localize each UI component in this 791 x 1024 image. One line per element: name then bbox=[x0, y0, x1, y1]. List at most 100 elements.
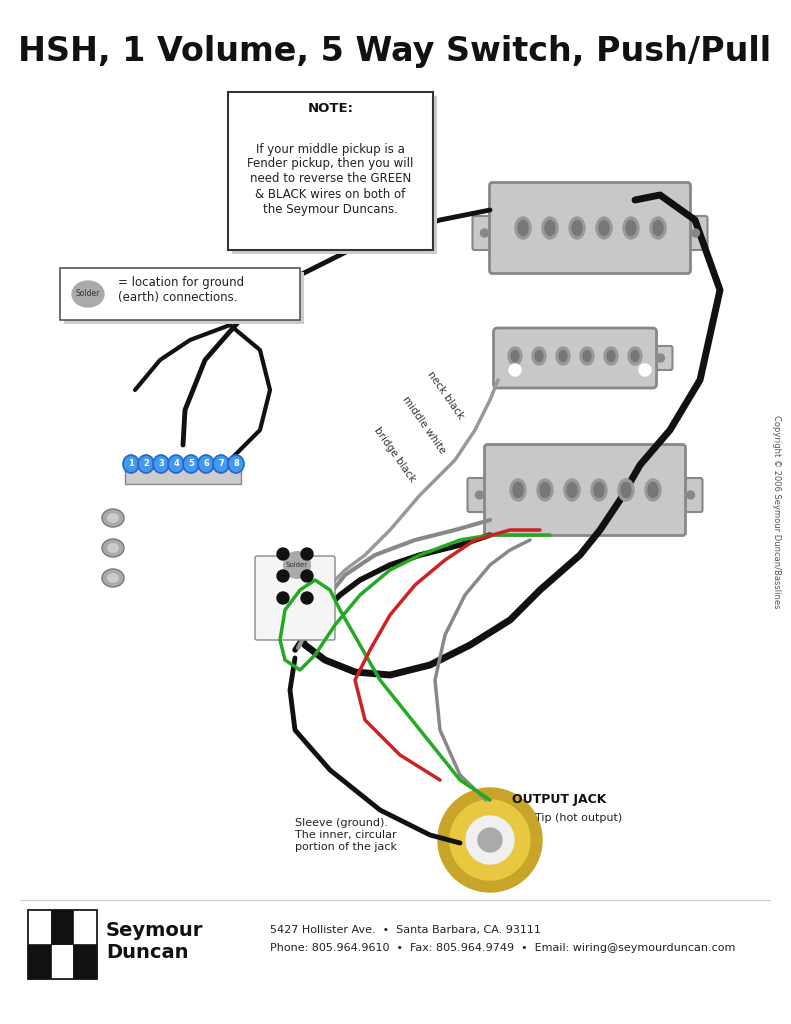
Text: Sleeve (ground).
The inner, circular
portion of the jack: Sleeve (ground). The inner, circular por… bbox=[295, 818, 397, 852]
Ellipse shape bbox=[183, 455, 199, 473]
Ellipse shape bbox=[556, 347, 570, 365]
Ellipse shape bbox=[508, 347, 522, 365]
Ellipse shape bbox=[653, 220, 663, 236]
Circle shape bbox=[301, 570, 313, 582]
FancyBboxPatch shape bbox=[232, 96, 437, 254]
Circle shape bbox=[687, 490, 694, 499]
Ellipse shape bbox=[102, 569, 124, 587]
Text: HSH, 1 Volume, 5 Way Switch, Push/Pull: HSH, 1 Volume, 5 Way Switch, Push/Pull bbox=[18, 36, 771, 69]
Circle shape bbox=[283, 551, 311, 579]
Text: Tip (hot output): Tip (hot output) bbox=[535, 813, 623, 823]
FancyBboxPatch shape bbox=[485, 444, 686, 536]
Text: OUTPUT JACK: OUTPUT JACK bbox=[512, 794, 607, 807]
Ellipse shape bbox=[513, 482, 523, 498]
Ellipse shape bbox=[228, 455, 244, 473]
Ellipse shape bbox=[537, 479, 553, 501]
Circle shape bbox=[301, 548, 313, 560]
Bar bbox=[51, 910, 74, 944]
FancyBboxPatch shape bbox=[64, 272, 304, 324]
Text: 5: 5 bbox=[188, 460, 194, 469]
Ellipse shape bbox=[213, 455, 229, 473]
Circle shape bbox=[277, 548, 289, 560]
FancyBboxPatch shape bbox=[467, 478, 491, 512]
Ellipse shape bbox=[648, 482, 658, 498]
Ellipse shape bbox=[607, 350, 615, 361]
Ellipse shape bbox=[168, 455, 184, 473]
Circle shape bbox=[639, 364, 651, 376]
Circle shape bbox=[475, 490, 483, 499]
FancyBboxPatch shape bbox=[228, 92, 433, 250]
Ellipse shape bbox=[650, 217, 666, 239]
FancyBboxPatch shape bbox=[472, 216, 497, 250]
Bar bbox=[51, 944, 74, 978]
Text: neck black: neck black bbox=[425, 370, 465, 421]
Text: Phone: 805.964.9610  •  Fax: 805.964.9749  •  Email: wiring@seymourduncan.com: Phone: 805.964.9610 • Fax: 805.964.9749 … bbox=[270, 943, 736, 953]
Text: 4: 4 bbox=[173, 460, 179, 469]
FancyBboxPatch shape bbox=[60, 268, 300, 319]
Ellipse shape bbox=[542, 217, 558, 239]
Ellipse shape bbox=[596, 217, 612, 239]
Ellipse shape bbox=[107, 513, 119, 523]
Text: Solder: Solder bbox=[286, 562, 308, 568]
Ellipse shape bbox=[153, 455, 169, 473]
FancyBboxPatch shape bbox=[490, 182, 691, 273]
Ellipse shape bbox=[518, 220, 528, 236]
Ellipse shape bbox=[72, 281, 104, 307]
Ellipse shape bbox=[107, 573, 119, 583]
Ellipse shape bbox=[138, 455, 154, 473]
Circle shape bbox=[450, 800, 530, 880]
Bar bbox=[28, 910, 96, 978]
Circle shape bbox=[657, 354, 664, 362]
Text: If your middle pickup is a
Fender pickup, then you will
need to reverse the GREE: If your middle pickup is a Fender pickup… bbox=[248, 142, 414, 215]
FancyBboxPatch shape bbox=[679, 478, 702, 512]
Bar bbox=[74, 944, 96, 978]
Text: Solder: Solder bbox=[76, 290, 100, 299]
Ellipse shape bbox=[594, 482, 604, 498]
Ellipse shape bbox=[540, 482, 550, 498]
Ellipse shape bbox=[123, 455, 139, 473]
Ellipse shape bbox=[628, 347, 642, 365]
Text: Copyright © 2006 Seymour Duncan/Basslines: Copyright © 2006 Seymour Duncan/Bassline… bbox=[771, 416, 781, 608]
FancyBboxPatch shape bbox=[255, 556, 335, 640]
FancyBboxPatch shape bbox=[494, 328, 657, 388]
FancyBboxPatch shape bbox=[683, 216, 707, 250]
Text: 7: 7 bbox=[218, 460, 224, 469]
Ellipse shape bbox=[621, 482, 631, 498]
Ellipse shape bbox=[626, 220, 636, 236]
Circle shape bbox=[480, 229, 489, 237]
Ellipse shape bbox=[102, 539, 124, 557]
Ellipse shape bbox=[107, 543, 119, 553]
Ellipse shape bbox=[567, 482, 577, 498]
Ellipse shape bbox=[102, 509, 124, 527]
Circle shape bbox=[509, 364, 521, 376]
Ellipse shape bbox=[631, 350, 639, 361]
Ellipse shape bbox=[569, 217, 585, 239]
Ellipse shape bbox=[532, 347, 546, 365]
Text: 8: 8 bbox=[233, 460, 239, 469]
Bar bbox=[28, 944, 51, 978]
Circle shape bbox=[438, 788, 542, 892]
Circle shape bbox=[277, 570, 289, 582]
Ellipse shape bbox=[511, 350, 519, 361]
Bar bbox=[28, 910, 51, 944]
Circle shape bbox=[301, 592, 313, 604]
Ellipse shape bbox=[198, 455, 214, 473]
Ellipse shape bbox=[580, 347, 594, 365]
Ellipse shape bbox=[515, 217, 531, 239]
Text: 1: 1 bbox=[128, 460, 134, 469]
Text: Seymour
Duncan: Seymour Duncan bbox=[106, 922, 203, 963]
Bar bbox=[125, 466, 241, 484]
Ellipse shape bbox=[591, 479, 607, 501]
Bar bbox=[74, 910, 96, 944]
Ellipse shape bbox=[564, 479, 580, 501]
Ellipse shape bbox=[510, 479, 526, 501]
Text: bridge black: bridge black bbox=[372, 426, 418, 484]
Ellipse shape bbox=[599, 220, 609, 236]
Text: middle white: middle white bbox=[400, 394, 447, 456]
Text: 5427 Hollister Ave.  •  Santa Barbara, CA. 93111: 5427 Hollister Ave. • Santa Barbara, CA.… bbox=[270, 925, 541, 935]
Ellipse shape bbox=[583, 350, 591, 361]
Text: NOTE:: NOTE: bbox=[308, 101, 354, 115]
Circle shape bbox=[691, 229, 699, 237]
Ellipse shape bbox=[559, 350, 567, 361]
Ellipse shape bbox=[535, 350, 543, 361]
